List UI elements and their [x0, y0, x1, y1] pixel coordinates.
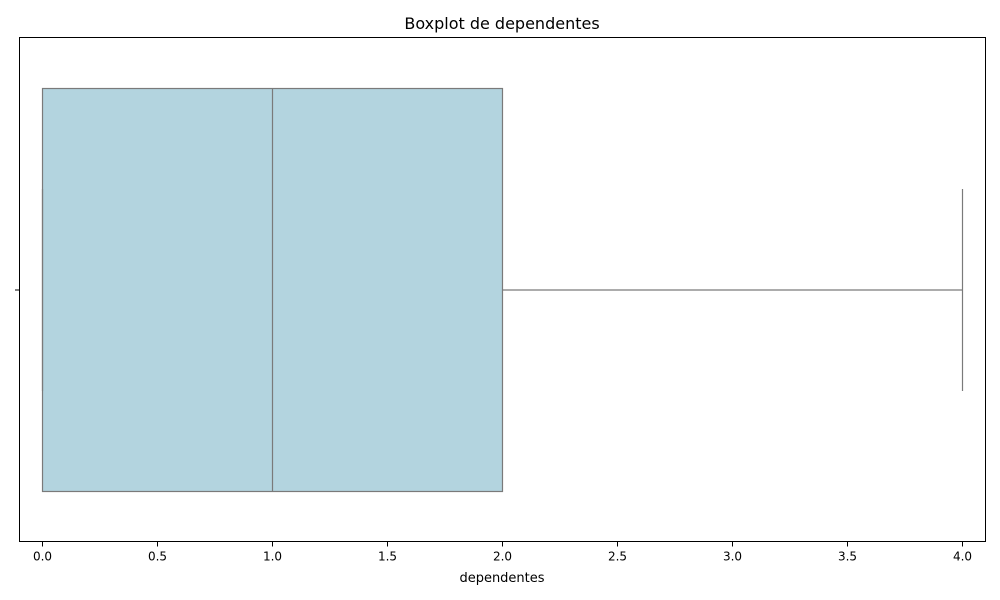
x-tick-label: 4.0 [953, 550, 972, 564]
x-axis-ticks: 0.0 0.5 1.0 1.5 2.0 2.5 3.0 3.5 4.0 [33, 541, 972, 564]
x-tick-label: 3.5 [838, 550, 857, 564]
x-tick-label: 1.5 [378, 550, 397, 564]
x-tick-label: 0.0 [33, 550, 52, 564]
x-tick-label: 2.5 [608, 550, 627, 564]
x-tick-label: 0.5 [148, 550, 167, 564]
x-tick-label: 3.0 [723, 550, 742, 564]
box-layer [41, 87, 964, 493]
chart-title: Boxplot de dependentes [404, 14, 599, 33]
x-tick-label: 2.0 [493, 550, 512, 564]
x-axis-label: dependentes [459, 571, 544, 586]
x-tick-label: 1.0 [263, 550, 282, 564]
